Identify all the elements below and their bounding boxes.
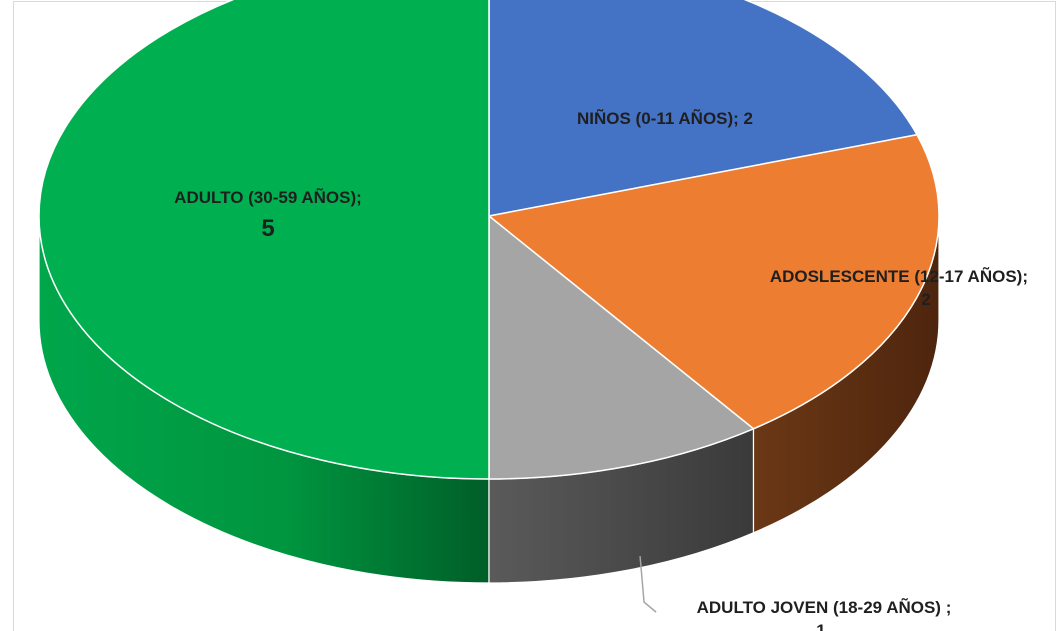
pie-slice-adolescente	[487, 133, 940, 430]
label-adolescente: ADOSLESCENTE (12-17 AÑOS);	[770, 266, 1028, 286]
label-adulto-joven: ADULTO JOVEN (18-29 AÑOS) ;	[697, 597, 952, 617]
pie-slice-adulto-joven	[488, 214, 755, 480]
label-adulto-joven-value: 1	[816, 621, 825, 631]
label-adulto: ADULTO (30-59 AÑOS);	[174, 187, 362, 207]
label-ninos: NIÑOS (0-11 AÑOS); 2	[577, 108, 753, 128]
leader-line-adulto-joven	[639, 556, 657, 613]
label-adulto-value: 5	[261, 215, 274, 242]
label-adolescente-value: 2	[921, 290, 930, 309]
pie-slice-ninos	[488, 0, 919, 217]
pie-slice-adulto	[38, 0, 490, 480]
